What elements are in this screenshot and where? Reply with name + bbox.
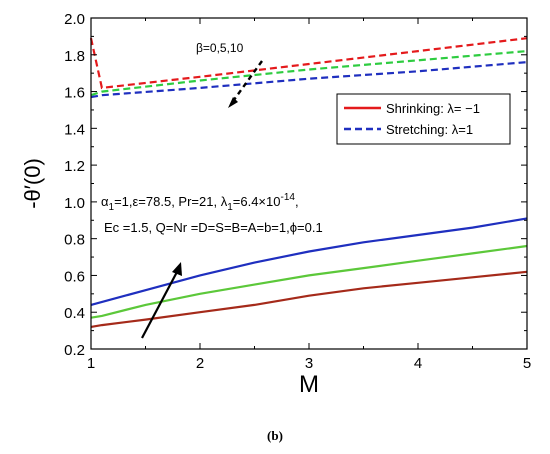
line-chart: 1 2 3 4 5 0.2 0.4 0.6 0.8 1.0 1.2 1.4 1.6 1.8 2.0 M -θ′(… <box>20 11 531 398</box>
series-line-4 <box>90 217 528 306</box>
legend-box <box>336 93 511 145</box>
plot-frame <box>90 17 528 350</box>
params-annotation-line1: α1=1,ε=78.5, Pr=21, λ1=6.4×10-14, <box>101 192 299 213</box>
x-tick-label: 1 <box>87 355 95 372</box>
y-tick-label: 0.6 <box>64 268 85 285</box>
x-axis-label: M <box>299 371 319 398</box>
y-tick-label: 1.0 <box>64 195 85 212</box>
x-tick-label: 5 <box>523 355 531 372</box>
y-tick-label: 1.4 <box>64 121 85 138</box>
series-line-6 <box>90 270 528 328</box>
x-tick-label: 4 <box>414 355 422 372</box>
series-line-5 <box>90 244 528 319</box>
y-tick-label: 0.2 <box>64 342 85 359</box>
figure-caption: (b) <box>267 428 283 443</box>
y-axis-label: -θ′(0) <box>20 158 45 209</box>
series-line-3 <box>90 61 528 99</box>
y-tick-label: 0.4 <box>64 305 85 322</box>
y-tick-label: 2.0 <box>64 11 85 28</box>
beta-arrow-head <box>228 97 238 108</box>
x-tick-label: 2 <box>196 355 204 372</box>
y-tick-label: 1.8 <box>64 48 85 65</box>
legend-label-2: Stretching: λ=1 <box>386 122 473 137</box>
trend-arrow-head <box>172 262 182 276</box>
legend-label-1: Shrinking: λ= −1 <box>386 101 480 116</box>
y-tick-label: 1.6 <box>64 85 85 102</box>
beta-annotation: β=0,5,10 <box>196 41 244 55</box>
series-line-2 <box>90 50 528 97</box>
y-tick-label: 0.8 <box>64 232 85 249</box>
params-annotation-line2: Ec =1.5, Q=Nr =D=S=B=A=b=1,ϕ=0.1 <box>104 220 323 235</box>
trend-arrow-line <box>141 269 179 339</box>
y-tick-label: 1.2 <box>64 158 85 175</box>
series-line-1 <box>89 37 528 90</box>
x-tick-label: 3 <box>305 355 313 372</box>
